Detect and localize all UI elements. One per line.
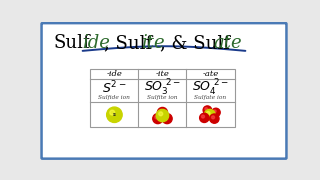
Bar bbox=[90, 69, 235, 127]
Circle shape bbox=[164, 116, 167, 119]
Circle shape bbox=[159, 112, 163, 116]
Circle shape bbox=[203, 106, 212, 114]
Text: Sulfide ion: Sulfide ion bbox=[99, 95, 130, 100]
Text: Sulfite ion: Sulfite ion bbox=[147, 95, 178, 100]
Text: ide: ide bbox=[82, 34, 110, 52]
Text: ate: ate bbox=[214, 34, 242, 52]
Circle shape bbox=[204, 109, 215, 120]
Circle shape bbox=[157, 107, 167, 118]
Circle shape bbox=[210, 114, 219, 123]
Circle shape bbox=[213, 110, 216, 113]
Text: -ate: -ate bbox=[202, 70, 219, 78]
Circle shape bbox=[107, 107, 122, 122]
Circle shape bbox=[202, 115, 204, 118]
Circle shape bbox=[206, 112, 210, 115]
Text: $SO_3^{\ 2-}$: $SO_3^{\ 2-}$ bbox=[144, 78, 181, 98]
Text: Sulfate ion: Sulfate ion bbox=[195, 95, 227, 100]
Circle shape bbox=[156, 109, 169, 122]
FancyBboxPatch shape bbox=[42, 23, 286, 159]
Circle shape bbox=[153, 114, 163, 124]
Text: -ite: -ite bbox=[156, 70, 169, 78]
Circle shape bbox=[212, 116, 215, 119]
Text: , & Sulf: , & Sulf bbox=[160, 34, 229, 52]
Circle shape bbox=[159, 109, 163, 113]
Text: $SO_4^{\ 2-}$: $SO_4^{\ 2-}$ bbox=[192, 78, 229, 98]
Circle shape bbox=[212, 108, 220, 117]
Text: ite: ite bbox=[141, 34, 165, 52]
Text: -ide: -ide bbox=[107, 70, 122, 78]
Circle shape bbox=[155, 116, 158, 119]
Text: $S^{2-}$: $S^{2-}$ bbox=[102, 80, 127, 96]
Text: , Sulf: , Sulf bbox=[104, 34, 152, 52]
Circle shape bbox=[162, 114, 172, 124]
Circle shape bbox=[200, 113, 209, 122]
Text: Sulf: Sulf bbox=[54, 34, 91, 52]
Circle shape bbox=[205, 108, 208, 110]
Circle shape bbox=[110, 110, 115, 115]
Text: s: s bbox=[113, 112, 116, 117]
